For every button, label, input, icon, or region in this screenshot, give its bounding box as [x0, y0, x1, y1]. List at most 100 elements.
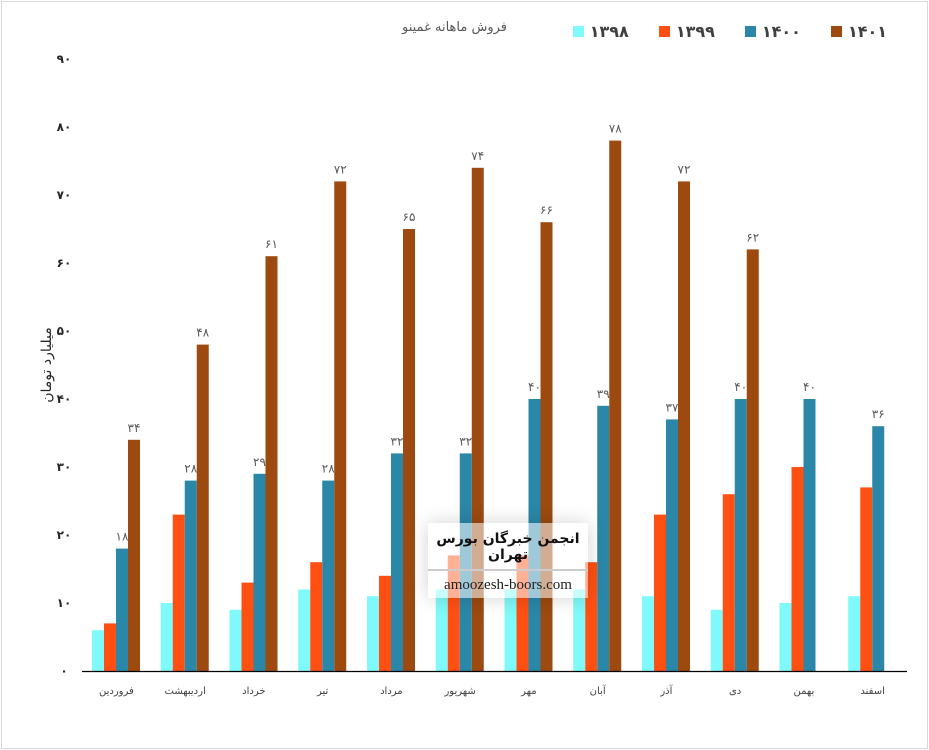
data-label: ۳۲: [459, 434, 472, 448]
x-tick-label: آذر: [659, 684, 673, 697]
bar: [196, 344, 209, 671]
bar: [642, 596, 654, 671]
bar: [229, 609, 242, 671]
y-tick-label: ۰: [60, 664, 67, 678]
bar: [710, 609, 723, 671]
data-label: ۷۴: [471, 149, 484, 163]
data-label: ۶۵: [403, 210, 416, 224]
x-tick-label: خرداد: [242, 686, 265, 697]
bar: [172, 514, 185, 671]
legend-label: ۱۴۰۰: [761, 22, 801, 41]
watermark-title: انجمن خبرگان بورس تهران: [428, 531, 588, 571]
y-tick-label: ۲۰: [57, 528, 72, 542]
bar: [734, 399, 747, 671]
legend-label: ۱۳۹۸: [589, 22, 629, 41]
bar: [609, 140, 622, 672]
bar: [391, 453, 403, 671]
bar: [322, 480, 335, 671]
bar: [128, 439, 140, 671]
data-label: ۶۶: [540, 203, 553, 217]
y-tick-label: ۳۰: [57, 460, 72, 474]
x-tick-label: فروردین: [99, 686, 134, 697]
data-label: ۲۹: [253, 455, 266, 469]
x-tick-label: مهر: [520, 686, 536, 697]
data-label: ۲۸: [184, 462, 197, 476]
legend-label: ۱۳۹۹: [675, 22, 715, 41]
x-tick-label: تیر: [316, 686, 329, 697]
data-label: ۶۲: [746, 230, 759, 244]
bar: [791, 467, 804, 671]
data-label: ۳۶: [872, 407, 885, 421]
bar: [116, 548, 128, 671]
data-label: ۲۸: [322, 462, 335, 476]
y-tick-label: ۷۰: [57, 188, 72, 202]
bar: [746, 249, 759, 671]
bar: [803, 399, 816, 671]
watermark: انجمن خبرگان بورس تهران amoozesh-boors.c…: [428, 523, 588, 598]
bar: [241, 582, 254, 671]
bar: [573, 589, 586, 671]
bar: [160, 603, 173, 671]
bar: [298, 589, 311, 671]
watermark-site: amoozesh-boors.com: [444, 577, 572, 593]
legend-swatch: [744, 26, 756, 37]
bar: [253, 473, 266, 671]
y-tick-label: ۵۰: [57, 324, 72, 338]
data-label: ۴۸: [196, 326, 209, 340]
legend-item: ۱۴۰۱: [830, 22, 887, 41]
x-tick-label: دی: [729, 686, 741, 697]
bar: [334, 181, 347, 671]
data-label: ۳۲: [391, 434, 404, 448]
bar: [872, 426, 885, 671]
bar: [379, 575, 391, 671]
data-label: ۳۷: [666, 400, 679, 414]
legend-swatch: [658, 26, 670, 37]
data-label: ۷۸: [609, 122, 622, 136]
x-tick-label: مرداد: [380, 686, 403, 697]
bar: [779, 603, 792, 671]
legend-label: ۱۴۰۱: [847, 22, 887, 41]
bar: [310, 562, 323, 671]
bar: [92, 630, 104, 671]
bar: [585, 562, 598, 671]
data-label: ۷۲: [334, 162, 347, 176]
x-tick-label: شهریور: [443, 686, 475, 697]
legend-item: ۱۳۹۹: [658, 22, 715, 41]
x-tick-label: آبان: [590, 684, 607, 697]
y-tick-label: ۸۰: [57, 120, 72, 134]
bar: [403, 229, 415, 671]
legend-swatch: [830, 26, 842, 37]
data-label: ۷۲: [678, 162, 691, 176]
x-tick-label: بهمن: [793, 686, 814, 697]
data-label: ۳۴: [128, 421, 141, 435]
bar: [848, 596, 861, 671]
bar: [540, 222, 553, 671]
bar: [504, 589, 517, 671]
legend-item: ۱۴۰۰: [744, 22, 801, 41]
data-label: ۳۹: [597, 387, 610, 401]
legend-swatch: [572, 26, 584, 37]
y-tick-label: ۴۰: [57, 392, 72, 406]
y-tick-label: ۱۰: [57, 596, 72, 610]
chart-title: فروش ماهانه غمینو: [402, 20, 508, 35]
bar: [678, 181, 690, 671]
bar: [104, 623, 116, 671]
y-tick-label: ۶۰: [57, 256, 72, 270]
data-label: ۶۱: [265, 237, 278, 251]
bar: [184, 480, 197, 671]
bar: [435, 589, 448, 671]
x-tick-label: اردیبهشت: [165, 686, 206, 697]
bar: [722, 494, 735, 671]
bar: [666, 419, 678, 671]
legend: ۱۳۹۸ ۱۳۹۹ ۱۴۰۰ ۱۴۰۱: [572, 22, 887, 41]
bar: [860, 487, 873, 671]
bar: [367, 596, 379, 671]
bar: [654, 514, 666, 671]
data-label: ۴۰: [528, 380, 541, 394]
legend-item: ۱۳۹۸: [572, 22, 629, 41]
x-tick-label: اسفند: [860, 686, 884, 697]
data-label: ۱۸: [116, 530, 129, 544]
data-label: ۴۰: [803, 380, 816, 394]
